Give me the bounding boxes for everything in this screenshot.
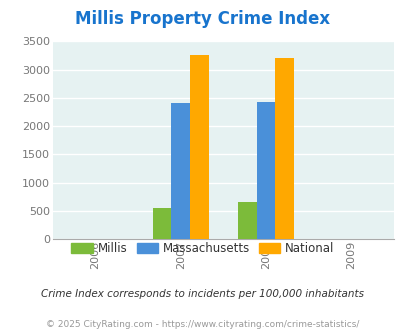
Bar [190,55,208,239]
Bar [275,58,293,239]
Text: Millis Property Crime Index: Millis Property Crime Index [75,10,330,28]
Text: © 2025 CityRating.com - https://www.cityrating.com/crime-statistics/: © 2025 CityRating.com - https://www.city… [46,320,359,329]
Bar [171,104,190,239]
Bar [237,202,256,239]
Legend: Millis, Massachusetts, National: Millis, Massachusetts, National [66,237,339,260]
Bar [152,208,171,239]
Bar [256,102,275,239]
Text: Crime Index corresponds to incidents per 100,000 inhabitants: Crime Index corresponds to incidents per… [41,289,364,299]
